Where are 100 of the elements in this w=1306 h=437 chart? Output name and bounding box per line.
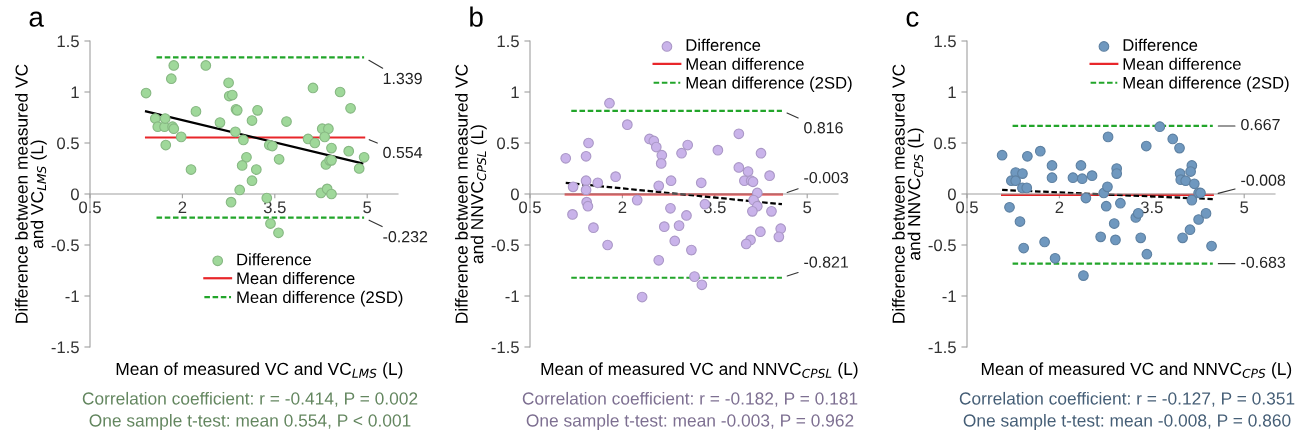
legend-label: Mean difference — [1123, 57, 1241, 70]
point — [755, 226, 766, 238]
annotation: 0.816 — [804, 122, 843, 134]
annotation: -0.003 — [804, 171, 849, 184]
point — [650, 141, 662, 153]
y-axis-title: Difference between measured VC and VC$_{LMS}$ (L) — [15, 64, 47, 323]
point — [673, 220, 685, 231]
point — [273, 227, 284, 239]
point — [1102, 181, 1113, 193]
point — [1022, 150, 1033, 162]
point — [1111, 168, 1123, 179]
point — [1140, 140, 1152, 152]
point — [755, 147, 767, 159]
point — [1010, 175, 1022, 187]
x-axis-title: Mean of measured VC and NNVC$_{CPS}$ (L) — [981, 362, 1292, 379]
text: Correlation coefficient: r = -0.127, P = 0.351 — [959, 391, 1295, 407]
point — [1154, 121, 1166, 133]
point — [689, 271, 700, 282]
x-tick-label: 5 — [363, 201, 372, 214]
y-tick-label: -0.5 — [928, 239, 956, 252]
point — [1034, 145, 1046, 157]
point — [665, 202, 676, 214]
point — [696, 279, 708, 291]
point — [223, 77, 234, 89]
point — [580, 150, 592, 162]
point — [636, 291, 648, 303]
point — [658, 221, 670, 233]
point — [358, 151, 370, 163]
point — [764, 170, 775, 182]
point — [281, 116, 292, 127]
y-tick-label: 0.5 — [57, 137, 79, 150]
legend-label: Mean difference (2SD) — [686, 76, 852, 93]
point — [655, 158, 667, 169]
point — [200, 60, 212, 71]
annotation: -0.232 — [383, 231, 428, 243]
y-tick-label: 0 — [947, 188, 956, 201]
point — [610, 171, 621, 183]
y-tick-label: 1.5 — [934, 35, 956, 48]
point — [1108, 218, 1120, 229]
y-tick-label: 0 — [510, 188, 519, 201]
point — [631, 194, 643, 206]
point — [1200, 208, 1212, 219]
point — [1018, 242, 1030, 254]
point — [602, 239, 613, 251]
point — [1180, 175, 1192, 187]
point — [588, 222, 599, 234]
legend-label: Difference — [1123, 38, 1198, 51]
point — [140, 87, 152, 99]
point — [996, 149, 1008, 161]
point — [165, 73, 177, 85]
text: Correlation coefficient: r = -0.414, P = 0.002 — [82, 391, 418, 407]
point — [733, 162, 745, 173]
legend-label: Mean difference — [237, 271, 355, 285]
chart-title: b — [470, 6, 483, 27]
x-tick-label: 2 — [1055, 201, 1064, 214]
annotation: -0.008 — [1241, 174, 1286, 186]
point — [343, 145, 355, 157]
point — [1177, 232, 1188, 244]
y-axis-title: Difference between measured VC and NNVC$_{CPSL}$ (L) — [455, 64, 487, 323]
legend-label: Mean difference (2SD) — [1123, 76, 1289, 93]
point — [1193, 214, 1204, 225]
annotation: 1.339 — [383, 72, 422, 85]
point — [230, 126, 241, 138]
y-tick-label: 1 — [71, 86, 79, 99]
annotation: -0.683 — [1241, 256, 1286, 268]
point — [168, 60, 180, 71]
point — [604, 97, 615, 109]
point — [681, 210, 692, 221]
point — [252, 104, 263, 116]
point — [225, 196, 237, 208]
point — [246, 115, 258, 126]
point — [682, 139, 694, 151]
point — [1100, 200, 1112, 212]
point — [234, 184, 246, 196]
x-tick-label: 3.5 — [1140, 201, 1163, 214]
point — [1086, 170, 1098, 182]
x-tick-label: 0.5 — [79, 201, 101, 214]
text: One sample t-test: mean -0.003, P = 0.962 — [526, 413, 854, 431]
point — [653, 254, 665, 266]
point — [1185, 166, 1196, 177]
point — [319, 131, 331, 143]
y-tick-label: 1 — [948, 86, 956, 99]
point — [742, 166, 754, 177]
legend-label: Difference — [237, 253, 311, 266]
y-tick-label: -1 — [505, 290, 519, 303]
point — [582, 200, 594, 212]
point — [1184, 224, 1196, 236]
point — [1046, 160, 1058, 171]
x-axis-title: Mean of measured VC and VC$_{LMS}$ (L) — [116, 362, 403, 379]
x-tick-label: 5 — [803, 201, 812, 214]
point — [1141, 248, 1153, 260]
point — [250, 164, 262, 175]
x-tick-label: 3.5 — [263, 201, 286, 214]
point — [669, 235, 681, 247]
legend-label: Mean difference — [686, 57, 804, 70]
point — [326, 188, 337, 200]
point — [334, 86, 346, 98]
point — [1167, 133, 1179, 145]
y-tick-label: -1 — [65, 290, 79, 303]
point — [1004, 201, 1015, 213]
